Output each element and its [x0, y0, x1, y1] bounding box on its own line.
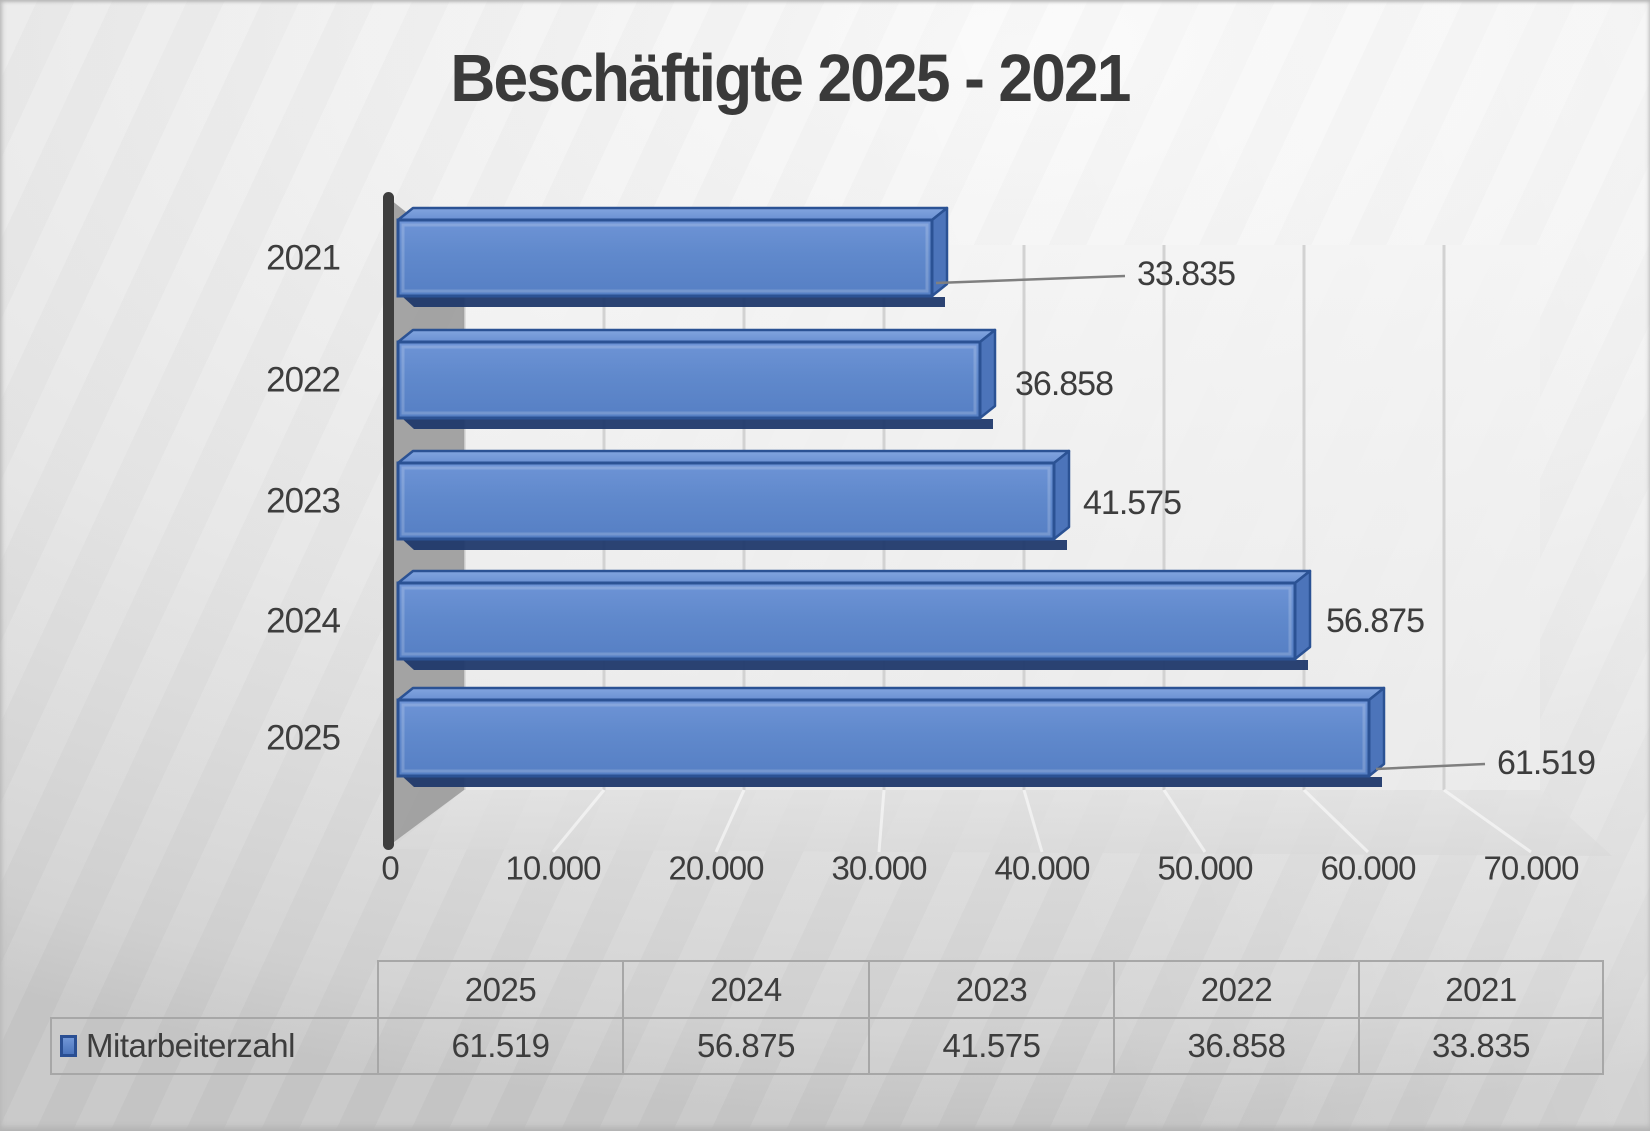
table-value-cell: 56.875	[622, 1017, 868, 1075]
x-axis-tick-label: 30.000	[832, 850, 928, 887]
bar-chart-3d-plot: 33.835 36.858 41.575 56.875 61.519 2021 2022 20…	[266, 192, 1612, 887]
category-axis-line	[383, 192, 394, 850]
bar-top-face	[396, 328, 997, 344]
bar-front-face	[396, 698, 1371, 778]
chart-title: Beschäftigte 2025 - 2021	[450, 41, 1131, 116]
floor-gridline	[1162, 789, 1207, 853]
bar-bottom-edge	[403, 419, 993, 429]
x-axis-tick-label: 60.000	[1321, 850, 1417, 887]
bar-front-bevel	[401, 223, 929, 293]
floor-gridline	[714, 789, 746, 853]
data-label: 41.575	[1083, 484, 1181, 522]
bar-2021	[396, 206, 949, 307]
x-axis-tick-label: 10.000	[506, 850, 602, 887]
bar-2022	[396, 328, 997, 429]
data-label: 36.858	[1015, 365, 1113, 403]
bar-side-face	[1052, 449, 1071, 541]
bar-side-face	[978, 328, 997, 420]
bar-front-bevel	[401, 586, 1292, 656]
table-value-cell: 41.575	[868, 1017, 1113, 1075]
bar-bottom-edge	[403, 660, 1308, 670]
table-header-cell: 2021	[1358, 960, 1604, 1017]
bar-front-face	[396, 340, 982, 420]
bar-top-face	[396, 686, 1386, 702]
x-axis-tick-label: 70.000	[1484, 850, 1580, 887]
x-axis-tick-label: 20.000	[669, 850, 765, 887]
bar-bottom-edge	[403, 297, 945, 307]
floor-gridline	[1443, 788, 1532, 854]
leader-line	[1375, 762, 1486, 771]
table-value-cell: 61.519	[377, 1017, 622, 1075]
category-label: 2024	[266, 602, 340, 641]
bar-front-face	[396, 218, 934, 298]
bar-side-face	[1293, 569, 1312, 661]
bar-bottom-edge	[403, 777, 1382, 787]
floor-gridline	[1022, 789, 1044, 853]
bar-top-face	[396, 449, 1071, 465]
floor-gridline	[1302, 788, 1370, 854]
leader-line	[935, 274, 1126, 285]
bar-side-face	[1367, 686, 1386, 778]
bar-2025	[396, 686, 1386, 787]
category-label: 2025	[266, 719, 340, 758]
bar-2024	[396, 569, 1312, 670]
data-label: 33.835	[1137, 255, 1235, 293]
table-header-cell: 2022	[1113, 960, 1358, 1017]
series-color-swatch-icon	[60, 1035, 77, 1057]
floor-gridline	[551, 789, 606, 853]
floor-gridline	[877, 789, 886, 853]
bar-front-face	[396, 461, 1056, 541]
table-value-cell: 36.858	[1113, 1017, 1358, 1075]
category-label: 2021	[266, 239, 340, 278]
chart-data-table: 2025 2024 2023 2022 2021 Mitarbeiterzahl 61.51…	[50, 960, 1604, 1075]
table-corner-cell	[50, 960, 377, 1017]
bar-2023	[396, 449, 1071, 550]
bar-front-face	[396, 581, 1297, 661]
bar-front-bevel	[401, 345, 977, 415]
bar-bottom-edge	[403, 540, 1067, 550]
plot-floor	[390, 790, 1612, 856]
bar-top-face	[396, 569, 1312, 585]
data-label: 56.875	[1326, 602, 1424, 640]
table-header-cell: 2025	[377, 960, 622, 1017]
category-label: 2022	[266, 361, 340, 400]
series-legend-cell: Mitarbeiterzahl	[50, 1017, 377, 1075]
x-axis-tick-label: 0	[381, 850, 399, 887]
bar-top-face	[396, 206, 949, 222]
bar-front-bevel	[401, 466, 1051, 536]
table-header-cell: 2024	[622, 960, 868, 1017]
series-legend-label: Mitarbeiterzahl	[86, 1027, 295, 1064]
x-axis-tick-label: 40.000	[995, 850, 1091, 887]
x-axis-tick-label: 50.000	[1158, 850, 1254, 887]
table-value-cell: 33.835	[1358, 1017, 1604, 1075]
data-label: 61.519	[1497, 744, 1595, 782]
table-header-cell: 2023	[868, 960, 1113, 1017]
category-label: 2023	[266, 482, 340, 521]
bar-front-bevel	[401, 703, 1366, 773]
